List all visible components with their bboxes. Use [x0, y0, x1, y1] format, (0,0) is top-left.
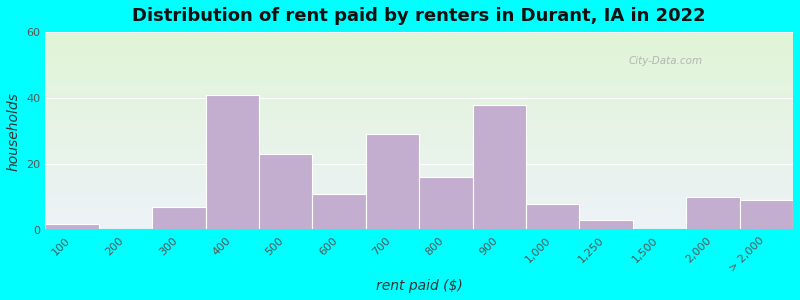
Bar	[526, 204, 579, 230]
Bar	[259, 154, 313, 230]
Bar	[152, 207, 206, 230]
Bar	[686, 197, 740, 230]
Y-axis label: households: households	[7, 92, 21, 171]
X-axis label: rent paid ($): rent paid ($)	[376, 279, 462, 293]
Bar	[473, 105, 526, 230]
Bar	[740, 200, 793, 230]
Bar	[366, 134, 419, 230]
Text: City-Data.com: City-Data.com	[629, 56, 702, 66]
Bar	[579, 220, 633, 230]
Bar	[206, 95, 259, 230]
Title: Distribution of rent paid by renters in Durant, IA in 2022: Distribution of rent paid by renters in …	[133, 7, 706, 25]
Bar	[313, 194, 366, 230]
Bar	[46, 224, 99, 230]
Bar	[419, 177, 473, 230]
